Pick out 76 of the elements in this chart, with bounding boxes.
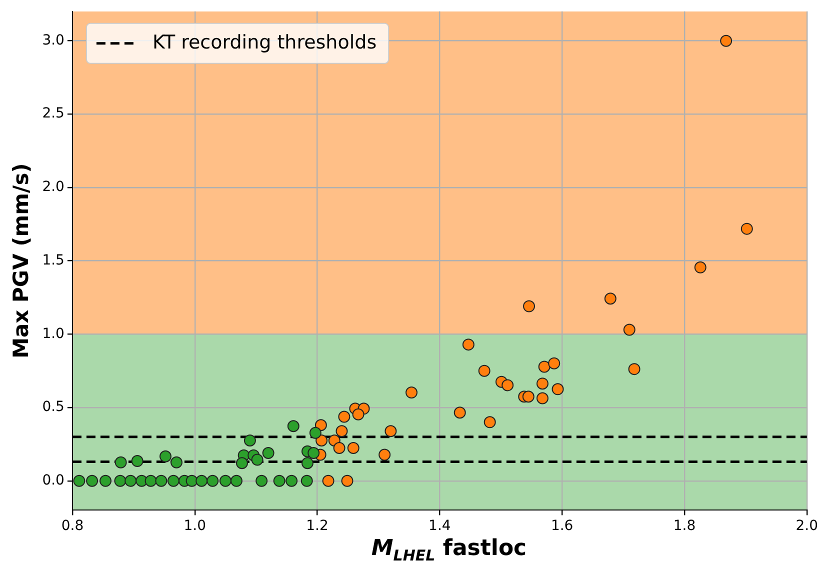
point xyxy=(196,474,208,487)
point xyxy=(552,383,564,396)
point xyxy=(536,378,548,390)
point xyxy=(287,420,300,432)
point xyxy=(536,392,548,404)
x-tick-label: 1.8 xyxy=(673,518,696,534)
point xyxy=(316,434,328,447)
point xyxy=(454,406,466,419)
point xyxy=(206,474,219,487)
x-axis-title: M$_{LHEL}$ fastloc xyxy=(370,536,528,564)
point xyxy=(144,474,157,487)
point xyxy=(86,474,98,487)
point xyxy=(623,324,636,336)
point xyxy=(338,410,350,423)
point xyxy=(720,34,732,47)
y-tick-label: 1.5 xyxy=(42,252,64,268)
point xyxy=(522,390,534,403)
point xyxy=(236,457,248,470)
y-tick-label: 3.0 xyxy=(42,32,64,48)
point xyxy=(256,474,268,487)
point xyxy=(186,474,198,487)
point xyxy=(286,474,298,487)
point xyxy=(604,292,616,305)
x-tick-label: 1.2 xyxy=(306,518,328,534)
point xyxy=(219,474,232,487)
point xyxy=(301,457,314,470)
point xyxy=(170,456,183,468)
y-tick-label: 0.5 xyxy=(42,399,64,416)
point xyxy=(100,474,112,487)
point xyxy=(333,442,346,454)
point xyxy=(694,261,706,274)
point xyxy=(502,379,514,392)
point xyxy=(341,474,354,487)
point xyxy=(309,426,322,439)
point xyxy=(308,446,320,459)
point xyxy=(73,474,86,487)
point xyxy=(406,386,418,399)
y-tick-label: 0.0 xyxy=(42,472,64,488)
point xyxy=(523,300,536,312)
point xyxy=(322,474,334,487)
y-tick-label: 2.0 xyxy=(42,179,64,196)
point xyxy=(262,446,274,459)
point xyxy=(159,450,172,462)
point xyxy=(336,425,348,438)
x-tick-label: 1.6 xyxy=(550,518,574,534)
point xyxy=(538,360,550,373)
point xyxy=(251,454,264,466)
point xyxy=(740,222,753,235)
x-tick-label: 0.8 xyxy=(61,518,84,534)
point xyxy=(300,474,313,487)
point xyxy=(155,474,168,487)
x-tick-label: 1.4 xyxy=(428,518,451,534)
point xyxy=(230,474,242,487)
y-tick-label: 2.5 xyxy=(42,106,64,122)
point xyxy=(462,338,474,351)
point xyxy=(384,425,397,438)
y-tick-label: 1.0 xyxy=(42,326,64,342)
point xyxy=(378,448,391,461)
point xyxy=(124,474,137,487)
x-tick-label: 1.0 xyxy=(184,518,206,534)
point xyxy=(167,474,180,487)
point xyxy=(628,363,640,376)
point xyxy=(352,408,364,420)
legend-label: KT recording thresholds xyxy=(152,31,377,54)
point xyxy=(273,474,286,487)
point xyxy=(478,364,490,377)
point xyxy=(114,456,127,468)
point xyxy=(131,455,144,468)
point xyxy=(347,442,360,454)
point xyxy=(484,416,496,428)
point xyxy=(244,434,256,447)
point xyxy=(548,357,560,370)
x-tick-label: 2.0 xyxy=(796,518,818,534)
point xyxy=(114,474,126,487)
point xyxy=(314,419,327,432)
y-axis-title: Max PGV (mm/s) xyxy=(9,163,34,358)
